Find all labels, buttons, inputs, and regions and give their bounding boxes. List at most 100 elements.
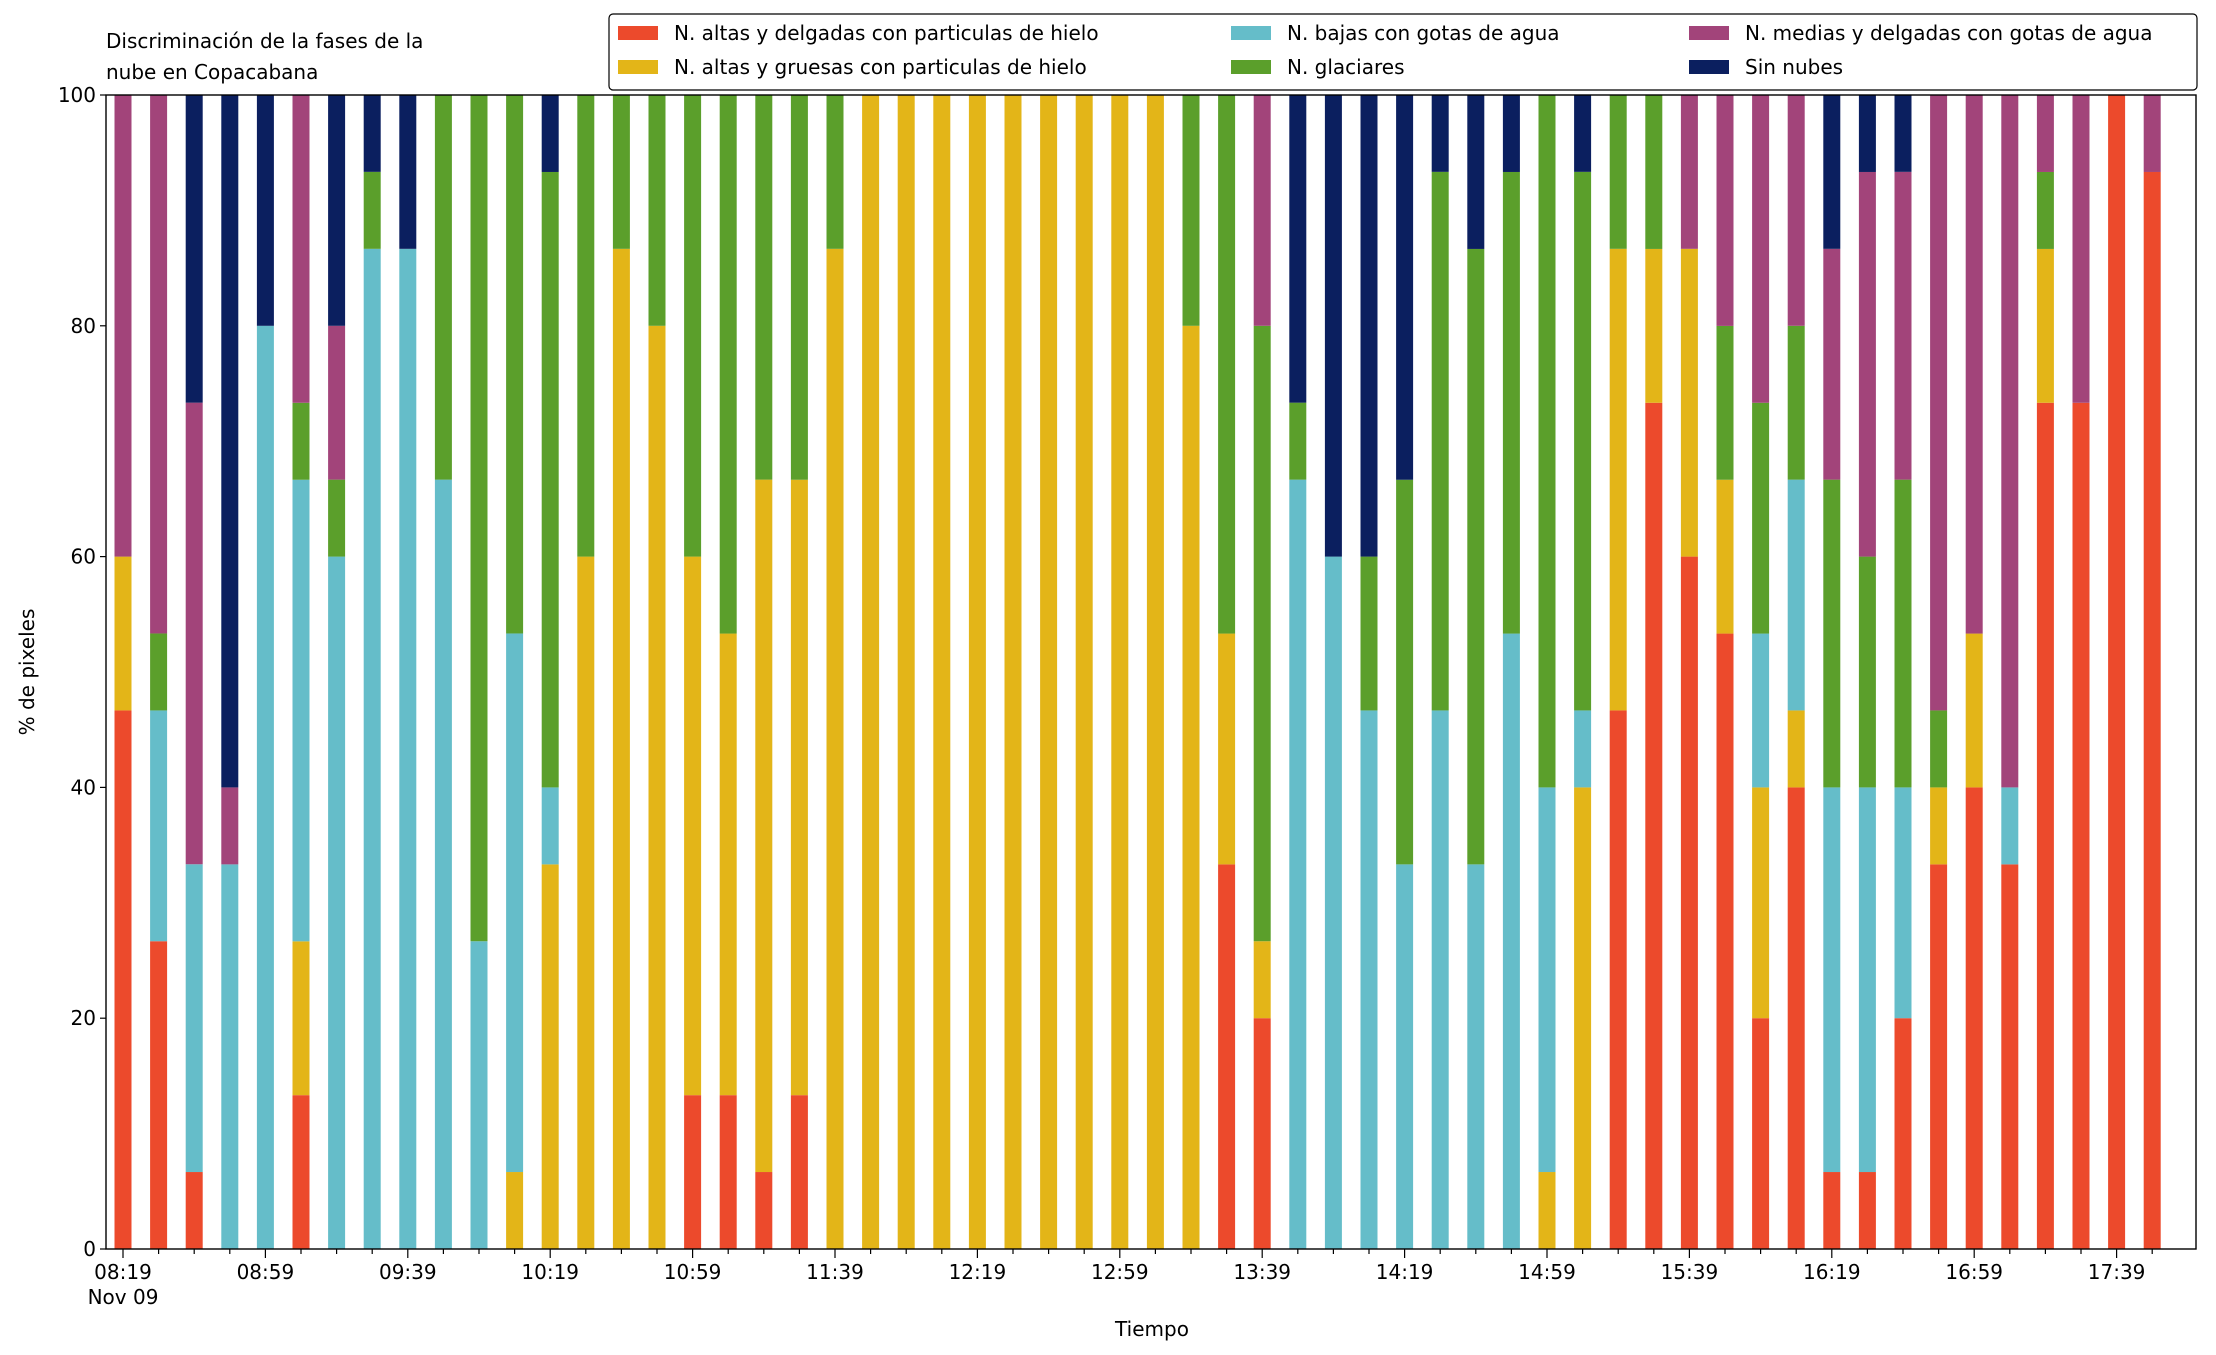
legend-label: N. bajas con gotas de agua xyxy=(1287,21,1560,45)
x-axis-label: Tiempo xyxy=(1114,1317,1189,1341)
x-tick-label: 09:39 xyxy=(379,1260,437,1284)
bar-segment xyxy=(1680,248,1698,557)
bar-segment xyxy=(150,710,168,942)
bar-segment xyxy=(470,95,488,942)
bar-segment xyxy=(1858,95,1876,172)
bar-segment xyxy=(1218,95,1236,634)
bar-segment xyxy=(1787,710,1805,788)
x-tick-label: 14:59 xyxy=(1518,1260,1576,1284)
bar-segment xyxy=(719,633,737,1096)
legend-swatch xyxy=(618,60,658,74)
bar-segment xyxy=(328,479,346,557)
bar-segment xyxy=(399,248,417,1250)
bar-segment xyxy=(1609,710,1627,1249)
bar-segment xyxy=(1894,479,1912,788)
bar-segment xyxy=(2036,402,2054,1249)
bar-segment xyxy=(755,1172,773,1249)
plot-frame xyxy=(105,94,2197,1250)
bar-segment xyxy=(684,1095,702,1249)
bar-segment xyxy=(363,248,381,1250)
bar-segment xyxy=(506,633,524,1173)
bar-segment xyxy=(1787,479,1805,711)
legend-label: N. medias y delgadas con gotas de agua xyxy=(1745,21,2153,45)
bar-segment xyxy=(1218,633,1236,865)
bar-segment xyxy=(1289,479,1307,1250)
bar-segment xyxy=(1467,864,1485,1249)
legend-swatch xyxy=(1231,60,1271,74)
bar-segment xyxy=(1716,479,1734,634)
bar-segment xyxy=(897,95,915,1249)
bar-segment xyxy=(1680,95,1698,249)
legend-label: Sin nubes xyxy=(1745,55,1843,79)
bar-segment xyxy=(1431,710,1449,1249)
y-tick-label: 20 xyxy=(71,1006,96,1030)
bar-segment xyxy=(470,941,488,1249)
bar-segment xyxy=(1645,95,1663,249)
x-tick-label: 11:39 xyxy=(806,1260,864,1284)
chart-title: Discriminación de la fases de la nube en … xyxy=(106,29,423,84)
bar-segment xyxy=(862,95,880,1249)
bar-segment xyxy=(1858,787,1876,1173)
legend-label: N. glaciares xyxy=(1287,55,1405,79)
bar-segment xyxy=(541,171,559,788)
bar-segment xyxy=(328,556,346,1249)
bar-segment xyxy=(1538,787,1556,1173)
bar-segment xyxy=(1075,95,1093,1249)
y-tick-label: 0 xyxy=(83,1237,96,1261)
bar-segment xyxy=(719,95,737,634)
legend-swatch xyxy=(1689,60,1729,74)
bar-segment xyxy=(1930,710,1948,788)
x-tick-label: 14:19 xyxy=(1376,1260,1434,1284)
x-tick-label: 16:19 xyxy=(1803,1260,1861,1284)
bar-segment xyxy=(1218,864,1236,1249)
bar-segment xyxy=(648,325,666,1249)
bar-segment xyxy=(1360,95,1378,557)
bar-segment xyxy=(1716,325,1734,480)
x-tick-label: 10:59 xyxy=(664,1260,722,1284)
bar-segment xyxy=(648,95,666,326)
y-tick-label: 40 xyxy=(71,775,96,799)
bar-segment xyxy=(1823,1172,1841,1249)
bar-segment xyxy=(114,95,132,557)
bar-segment xyxy=(1787,787,1805,1249)
bar-segment xyxy=(968,95,986,1249)
bar-segment xyxy=(1467,248,1485,865)
bar-segment xyxy=(1253,1018,1271,1249)
bar-segment xyxy=(2036,171,2054,249)
bar-segment xyxy=(826,248,844,1250)
bar-segment xyxy=(612,248,630,1250)
bar-segment xyxy=(1502,633,1520,1249)
bar-segment xyxy=(1289,402,1307,480)
y-tick-label: 100 xyxy=(58,83,96,107)
bar-segment xyxy=(541,787,559,865)
bar-segment xyxy=(2001,787,2019,865)
x-tick-label: 08:59 xyxy=(237,1260,295,1284)
bar-segment xyxy=(1467,95,1485,249)
legend-box xyxy=(608,13,2198,91)
bar-segment xyxy=(221,787,239,865)
bar-segment xyxy=(114,556,132,711)
bar-segment xyxy=(256,325,274,1249)
bar-segment xyxy=(1574,787,1592,1249)
bar-segment xyxy=(2036,248,2054,403)
bar-segment xyxy=(185,94,203,403)
bar-segment xyxy=(2001,864,2019,1249)
bar-segment xyxy=(292,1095,310,1249)
bar-segment xyxy=(790,95,808,480)
bar-segment xyxy=(1111,95,1129,1249)
y-tick-label: 80 xyxy=(71,314,96,338)
bar-segment xyxy=(328,95,346,326)
bar-segment xyxy=(1289,94,1307,403)
bar-segment xyxy=(1823,479,1841,788)
bar-segment xyxy=(1431,94,1449,172)
bar-segment xyxy=(292,95,310,403)
bar-segment xyxy=(1965,633,1983,788)
bar-segment xyxy=(1146,95,1164,1249)
bar-segment xyxy=(719,1095,737,1249)
bar-segment xyxy=(2036,95,2054,172)
bar-segment xyxy=(1858,556,1876,788)
y-tick-label: 60 xyxy=(71,545,96,569)
x-tick-label: 17:39 xyxy=(2088,1260,2146,1284)
bar-segment xyxy=(150,94,168,634)
bar-segment xyxy=(2072,402,2090,1249)
